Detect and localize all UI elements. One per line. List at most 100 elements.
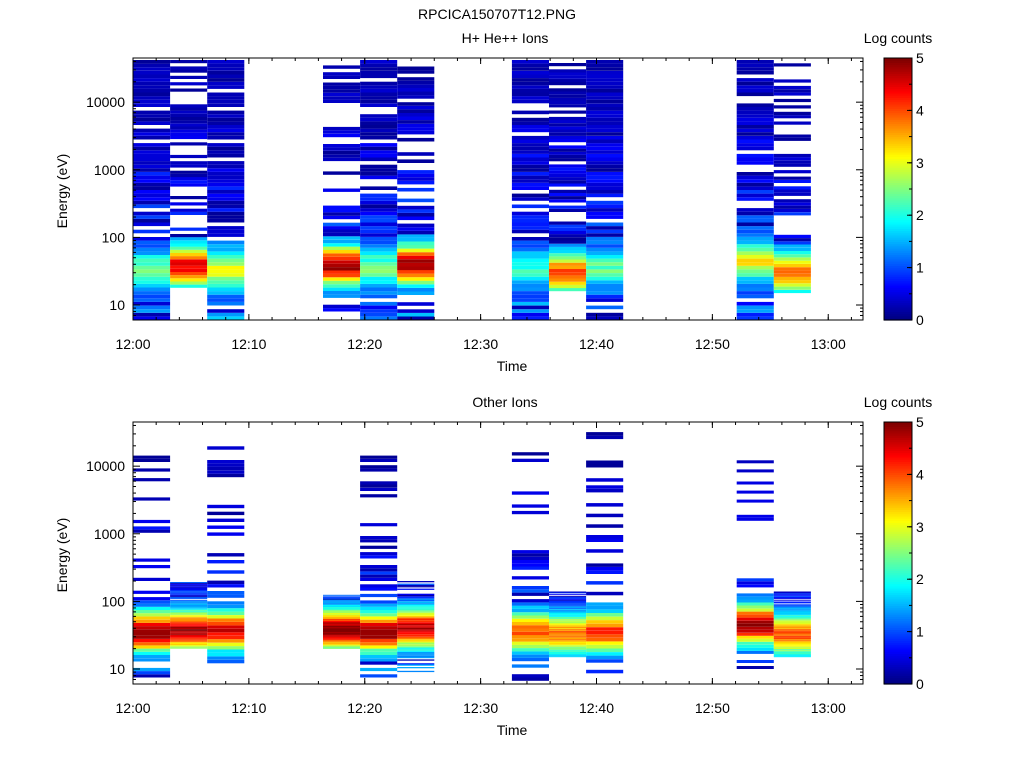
heatmap-cell [133,81,171,86]
heatmap-cell [549,645,587,647]
heatmap-cell [586,153,624,158]
heatmap-cell [511,78,549,82]
heatmap-cell [360,81,398,86]
heatmap-cell [360,60,398,64]
heatmap-cell [360,74,398,79]
colorbar-swatch [884,313,912,317]
x-tick-label: 13:00 [811,336,846,352]
heatmap-cell [773,653,811,655]
heatmap-cell [170,281,208,285]
heatmap-cell [511,273,549,277]
heatmap-cell [323,646,361,648]
colorbar-swatch [884,230,912,234]
heatmap-cell [397,581,435,583]
y-tick-label: 1000 [94,526,125,542]
heatmap-cell [736,67,774,71]
heatmap-cell [360,577,398,581]
colorbar-swatch [884,559,912,563]
heatmap-cell [170,259,208,263]
heatmap-cell [360,312,398,317]
heatmap-cell [207,190,245,194]
y-axis: 10 100 1000 10000 Energy (eV) [54,424,863,685]
heatmap-cell [397,137,435,142]
heatmap-cell [207,204,245,209]
heatmap-cell [549,269,587,273]
heatmap-cell [773,608,811,610]
heatmap-cell [773,134,811,138]
colorbar-swatch [884,254,912,258]
colorbar-swatch [884,82,912,85]
heatmap-cell [397,611,435,613]
heatmap-cell [133,150,171,154]
heatmap-cell [586,255,624,259]
colorbar-swatch [884,528,912,532]
heatmap-cell [360,164,398,169]
heatmap-cell [736,247,774,252]
heatmap-cell [207,218,245,223]
heatmap-cell [397,655,435,657]
colorbar-swatch [884,498,912,502]
heatmap-cell [397,617,435,619]
colorbar-swatch [884,463,912,467]
colorbar-swatch [884,110,912,114]
colorbar-swatch [884,173,912,177]
heatmap-cell [511,287,549,292]
colorbar-swatch [884,587,912,591]
heatmap-cell [207,168,245,172]
colorbar-swatch [884,84,912,87]
heatmap-cell [736,128,774,133]
heatmap-cell [736,103,774,107]
heatmap-cell [360,619,398,623]
heatmap-cell [170,82,208,86]
colorbar-swatch [884,677,912,681]
colorbar-swatch [884,221,912,225]
heatmap-cell [736,578,774,582]
heatmap-cell [397,637,435,640]
colorbar-swatch [884,125,912,129]
heatmap-cell [586,88,624,93]
heatmap-cell [736,273,774,277]
heatmap-cell [549,275,587,279]
x-tick-label: 12:00 [115,700,150,716]
heatmap-cell [323,608,361,610]
heatmap-cell [170,113,208,117]
heatmap-cell [360,667,398,672]
heatmap-cell [549,638,587,640]
heatmap-cell [323,133,361,138]
heatmap-cell [133,85,171,89]
colorbar-swatch [884,79,912,83]
colorbar-swatch [884,193,912,197]
heatmap-cell [397,601,435,603]
heatmap-cell [133,237,171,241]
heatmap-cell [323,92,361,97]
heatmap-cell [170,612,208,613]
colorbar-swatch [884,598,912,602]
heatmap-cell [360,96,398,100]
colorbar-swatch [884,276,912,280]
heatmap-cell [170,631,208,633]
heatmap-cell [586,591,624,596]
colorbar-swatch [884,178,912,181]
heatmap-cell [736,305,774,310]
colorbar-swatch [884,204,912,208]
heatmap-cell [397,651,435,654]
heatmap-cell [397,252,435,256]
heatmap-cell [397,606,435,608]
heatmap-cell [323,643,361,645]
heatmap-cell [323,639,361,641]
colorbar-swatch [884,226,912,229]
heatmap-cell [736,632,774,636]
heatmap-cell [170,622,208,624]
heatmap-cell [323,229,361,233]
heatmap-cell [133,468,171,472]
heatmap-cell [207,525,245,529]
heatmap-cell [133,610,171,614]
heatmap-cell [773,651,811,653]
heatmap-cell [549,284,587,289]
heatmap-cell [323,594,361,596]
heatmap-cell [736,602,774,606]
heatmap-cell [360,88,398,93]
heatmap-cell [549,630,587,632]
heatmap-cell [133,655,171,659]
heatmap-cell [170,592,208,594]
